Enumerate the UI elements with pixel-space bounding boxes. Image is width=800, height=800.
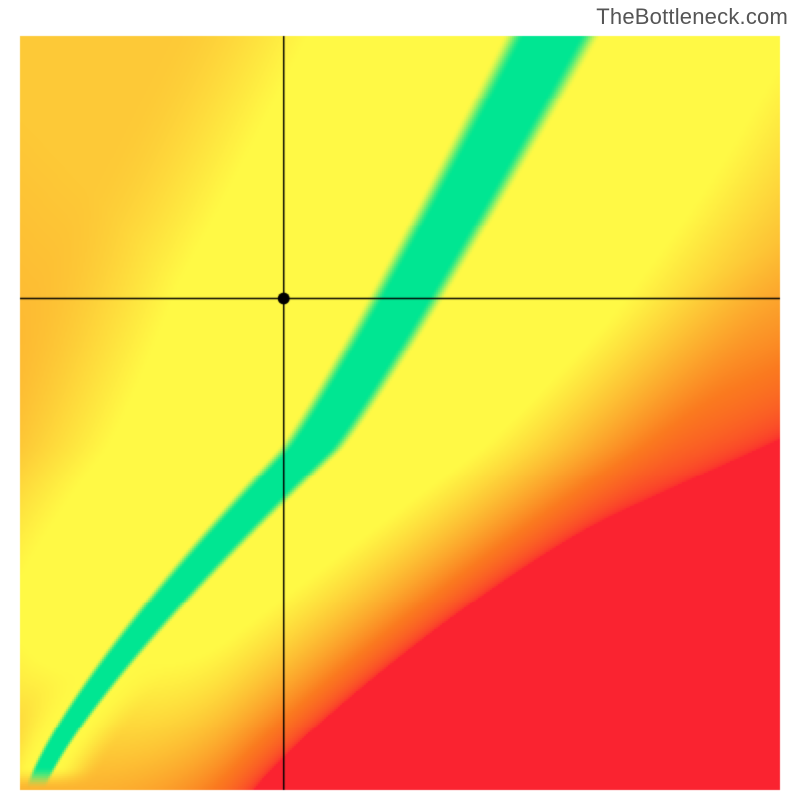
chart-container: TheBottleneck.com <box>0 0 800 800</box>
heatmap-canvas <box>0 0 800 800</box>
watermark-text: TheBottleneck.com <box>596 4 788 30</box>
